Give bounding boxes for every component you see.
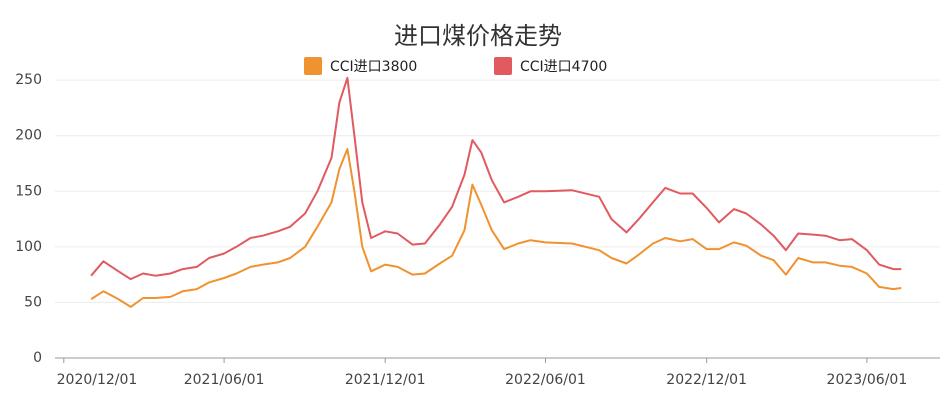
y-tick-label: 150 [15,183,42,199]
chart-title: 进口煤价格走势 [394,22,562,50]
y-tick-label: 0 [33,350,42,366]
x-tick-label: 2022/12/01 [666,372,747,388]
series-line [90,148,902,308]
y-tick-label: 50 [24,294,42,310]
legend: CCI进口3800 CCI进口4700 [304,57,607,75]
y-tick-label: 250 [15,72,42,88]
legend-swatch [304,57,322,75]
x-tick-label: 2022/06/01 [505,372,586,388]
legend-swatch [494,57,512,75]
legend-label: CCI进口3800 [330,59,417,75]
y-tick-label: 200 [15,128,42,144]
series-line [90,76,902,281]
x-tick-label: 2021/12/01 [345,372,426,388]
legend-label: CCI进口4700 [520,59,607,75]
x-tick-label: 2021/06/01 [184,372,265,388]
y-tick-label: 100 [15,239,42,255]
x-tick-label: 2020/12/01 [57,372,138,388]
x-tick-label: 2023/06/01 [827,372,908,388]
